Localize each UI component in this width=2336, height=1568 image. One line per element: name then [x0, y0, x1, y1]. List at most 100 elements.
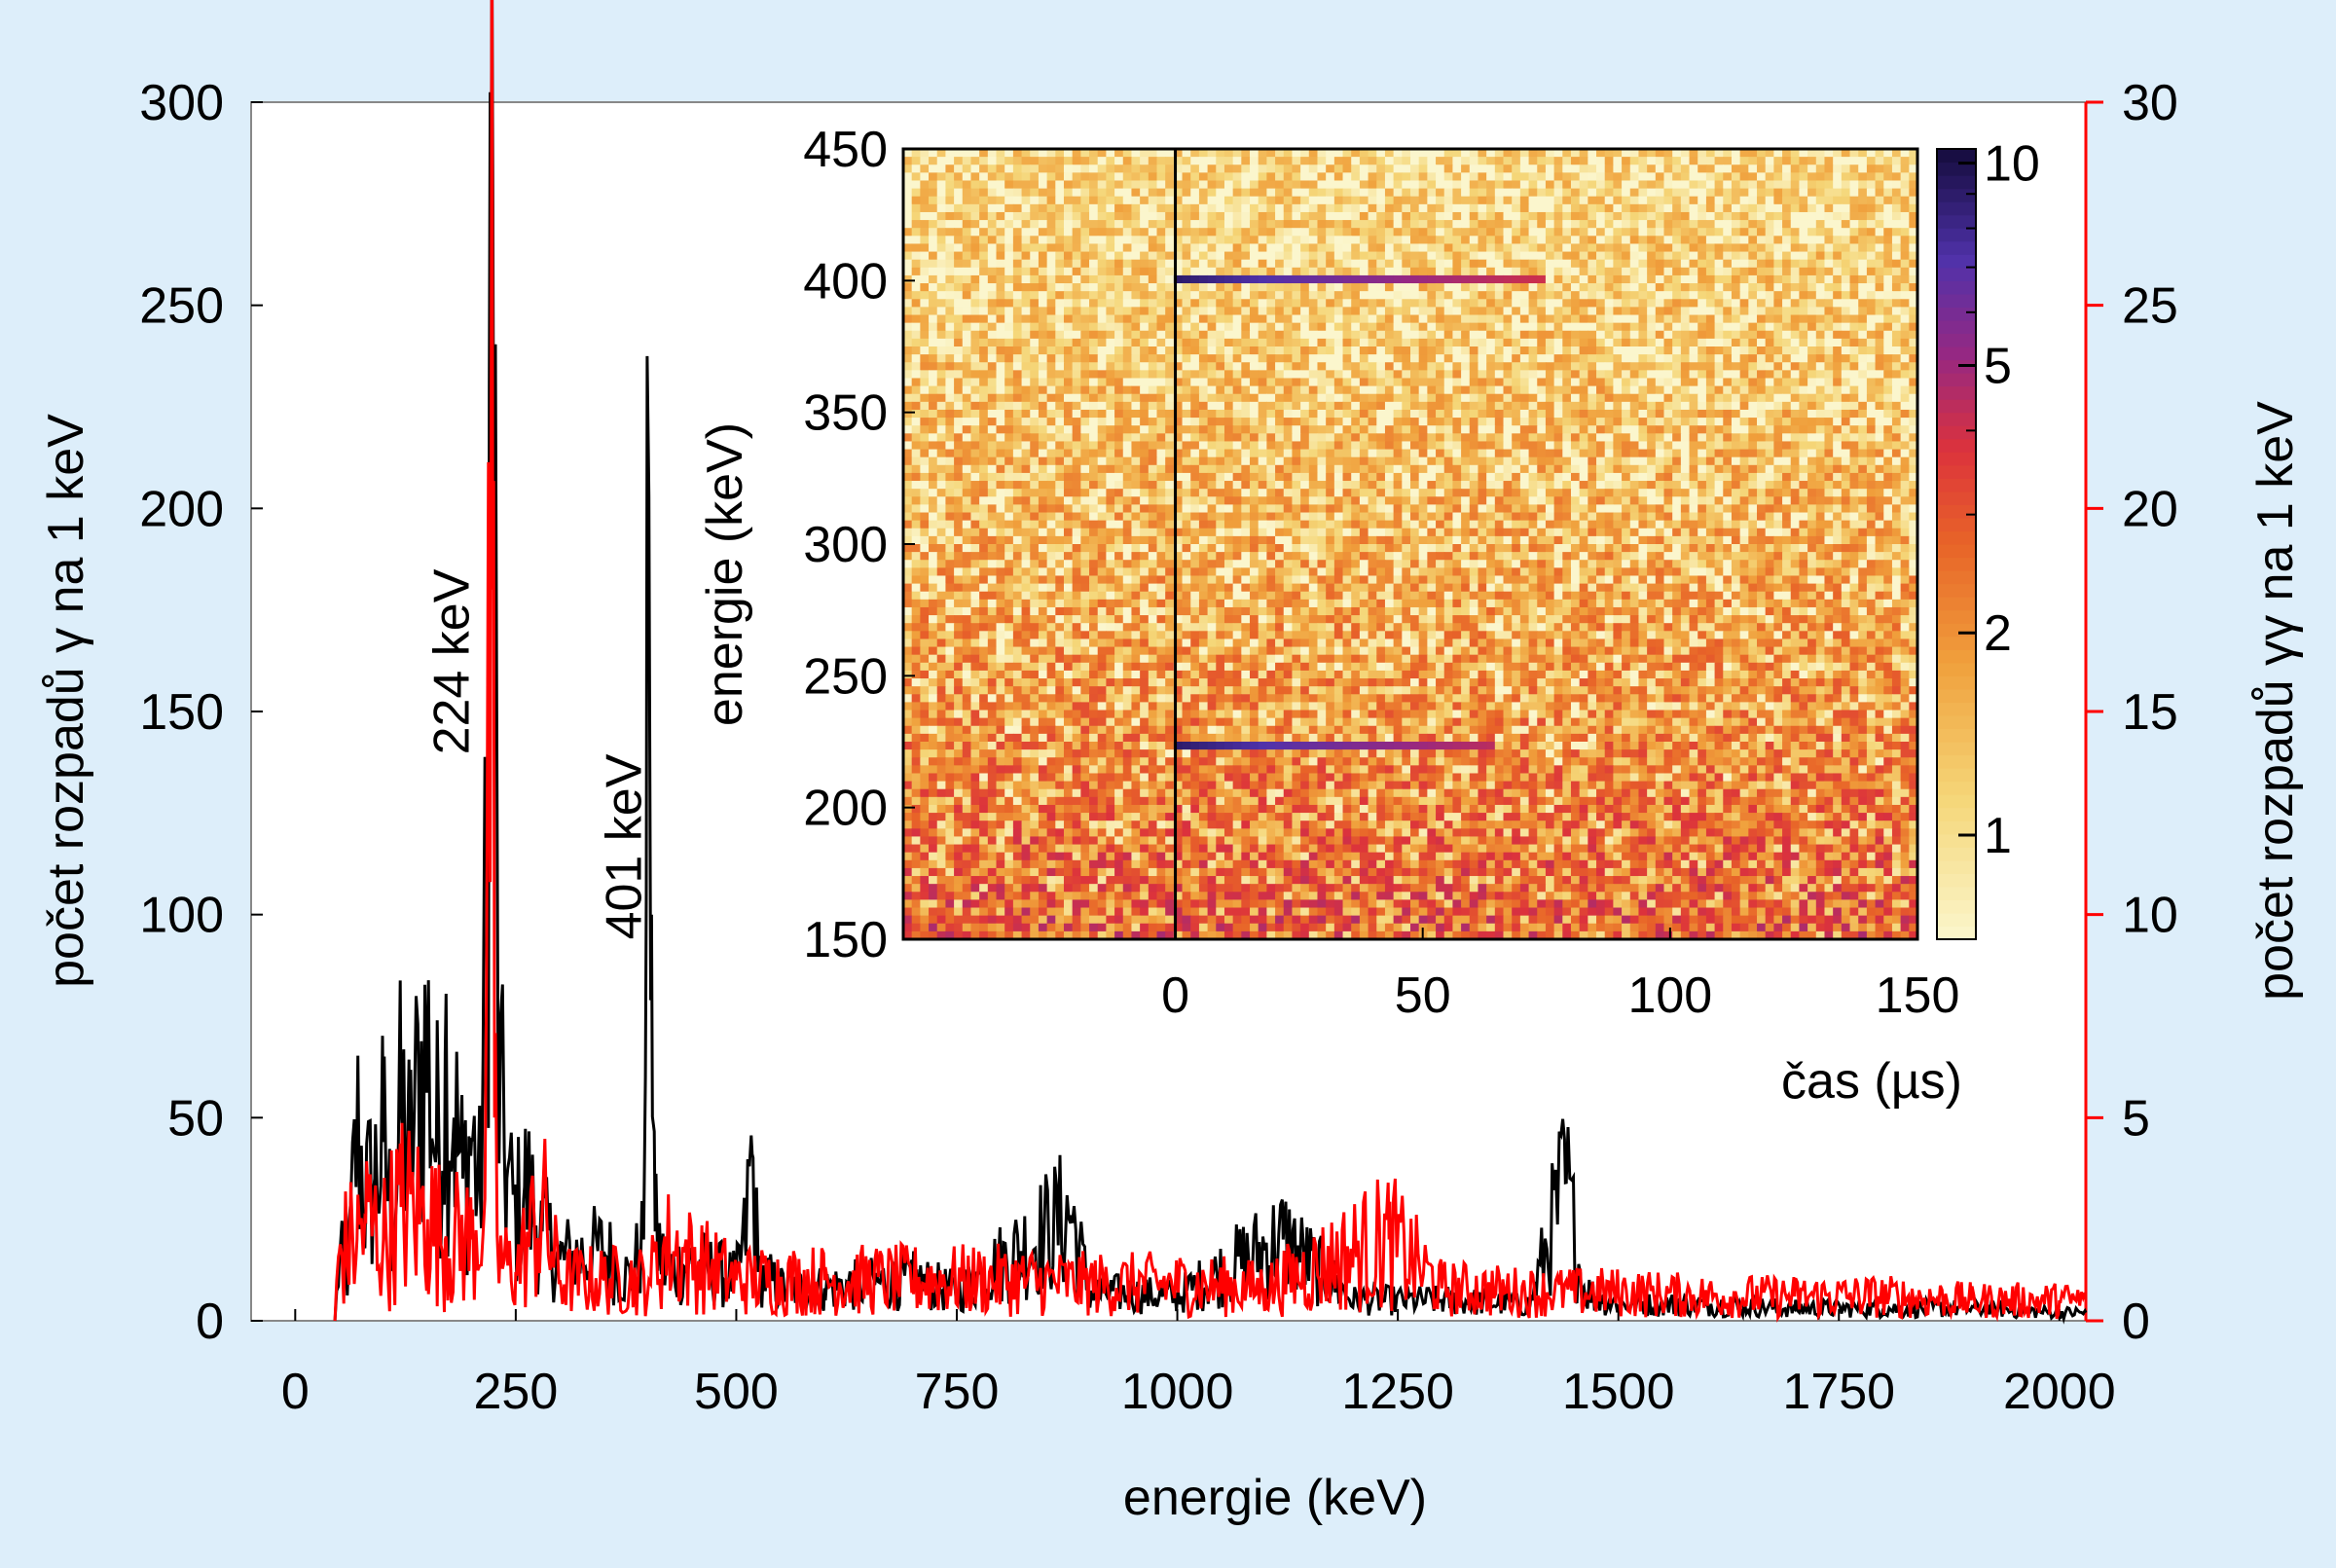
heatmap-cell: [1519, 456, 1530, 466]
heatmap-cell: [1443, 418, 1454, 426]
heatmap-cell: [1266, 180, 1276, 190]
y-tick-label-right: 5: [2122, 1090, 2150, 1147]
heatmap-cell: [1503, 393, 1513, 403]
heatmap-cell: [1622, 330, 1631, 340]
heatmap-cell: [1519, 378, 1530, 387]
heatmap-cell: [1629, 259, 1640, 269]
heatmap-cell: [1588, 385, 1597, 395]
heatmap-cell: [1545, 307, 1555, 316]
heatmap-cell: [1173, 307, 1184, 316]
heatmap-cell: [1198, 385, 1209, 395]
heatmap-cell: [1503, 370, 1513, 380]
heatmap-cell: [1030, 172, 1040, 182]
heatmap-cell: [1748, 378, 1758, 387]
heatmap-cell: [1782, 291, 1792, 300]
heatmap-cell: [1773, 283, 1783, 292]
heatmap-cell: [1317, 149, 1327, 158]
heatmap-cell: [1021, 449, 1031, 458]
heatmap-cell: [1638, 464, 1648, 474]
heatmap-cell: [1072, 409, 1081, 419]
heatmap-cell: [1089, 236, 1099, 245]
heatmap-cell: [1512, 274, 1521, 284]
heatmap-cell: [1629, 354, 1640, 363]
heatmap-cell: [1537, 307, 1547, 316]
heatmap-cell: [1909, 228, 1918, 237]
heatmap-cell: [936, 259, 947, 269]
heatmap-cell: [1537, 267, 1547, 276]
heatmap-cell: [996, 236, 1005, 245]
heatmap-cell: [954, 385, 964, 395]
heatmap-cell: [1165, 393, 1175, 403]
heatmap-cell: [1647, 164, 1657, 173]
heatmap-cell: [1063, 362, 1074, 371]
heatmap-cell: [1241, 267, 1251, 276]
heatmap-cell: [1790, 456, 1801, 466]
heatmap-cell: [1131, 456, 1141, 466]
heatmap-cell: [1165, 409, 1175, 419]
heatmap-cell: [1089, 314, 1099, 324]
heatmap-cell: [1841, 362, 1851, 371]
heatmap-cell: [1815, 393, 1826, 403]
heatmap-cell: [1223, 196, 1234, 205]
heatmap-cell: [1553, 274, 1563, 284]
heatmap-cell: [970, 267, 980, 276]
heatmap-cell: [979, 243, 989, 253]
heatmap-cell: [1283, 409, 1294, 419]
heatmap-cell: [1250, 338, 1259, 347]
heatmap-cell: [970, 274, 980, 284]
heatmap-cell: [1469, 164, 1479, 173]
heatmap-cell: [1131, 220, 1141, 229]
heatmap-cell: [1537, 220, 1547, 229]
heatmap-cell: [1807, 251, 1817, 261]
heatmap-cell: [1705, 188, 1716, 198]
heatmap-cell: [1891, 203, 1902, 213]
heatmap-cell: [1799, 274, 1808, 284]
heatmap-cell: [1258, 307, 1267, 316]
heatmap-cell: [1875, 464, 1884, 474]
heatmap-cell: [1596, 180, 1606, 190]
heatmap-cell: [1122, 385, 1133, 395]
heatmap-cell: [1021, 251, 1031, 261]
heatmap-cell: [1545, 441, 1555, 451]
heatmap-cell: [1486, 220, 1496, 229]
heatmap-cell: [911, 456, 921, 466]
heatmap-cell: [1672, 362, 1682, 371]
heatmap-cell: [1579, 149, 1588, 158]
heatmap-cell: [1122, 441, 1133, 451]
heatmap-cell: [1663, 385, 1673, 395]
heatmap-cell: [979, 464, 989, 474]
heatmap-cell: [1173, 180, 1184, 190]
heatmap-cell: [1038, 378, 1048, 387]
heatmap-cell: [1308, 314, 1319, 324]
heatmap-cell: [1046, 418, 1056, 426]
heatmap-cell: [1275, 228, 1285, 237]
heatmap-cell: [1714, 267, 1724, 276]
heatmap-cell: [1562, 409, 1572, 419]
heatmap-cell: [1012, 164, 1023, 173]
heatmap-cell: [1198, 370, 1209, 380]
heatmap-cell: [1012, 188, 1023, 198]
heatmap-cell: [1757, 314, 1767, 324]
heatmap-cell: [1266, 425, 1276, 434]
heatmap-cell: [1326, 441, 1335, 451]
heatmap-cell: [1004, 464, 1014, 474]
heatmap-cell: [1697, 203, 1707, 213]
heatmap-cell: [1317, 433, 1327, 443]
heatmap-cell: [1604, 228, 1614, 237]
heatmap-cell: [1739, 267, 1749, 276]
heatmap-cell: [996, 283, 1005, 292]
heatmap-cell: [1072, 267, 1081, 276]
heatmap-cell: [1833, 149, 1843, 158]
heatmap-cell: [1790, 433, 1801, 443]
heatmap-cell: [1393, 188, 1403, 198]
heatmap-cell: [1368, 330, 1377, 340]
heatmap-cell: [1680, 314, 1691, 324]
heatmap-cell: [1292, 385, 1301, 395]
heatmap-cell: [1275, 243, 1285, 253]
heatmap-cell: [1723, 456, 1733, 466]
heatmap-cell: [1824, 228, 1834, 237]
heatmap-cell: [987, 370, 998, 380]
heatmap-cell: [1723, 157, 1733, 165]
heatmap-cell: [945, 370, 955, 380]
heatmap-cell: [970, 259, 980, 269]
